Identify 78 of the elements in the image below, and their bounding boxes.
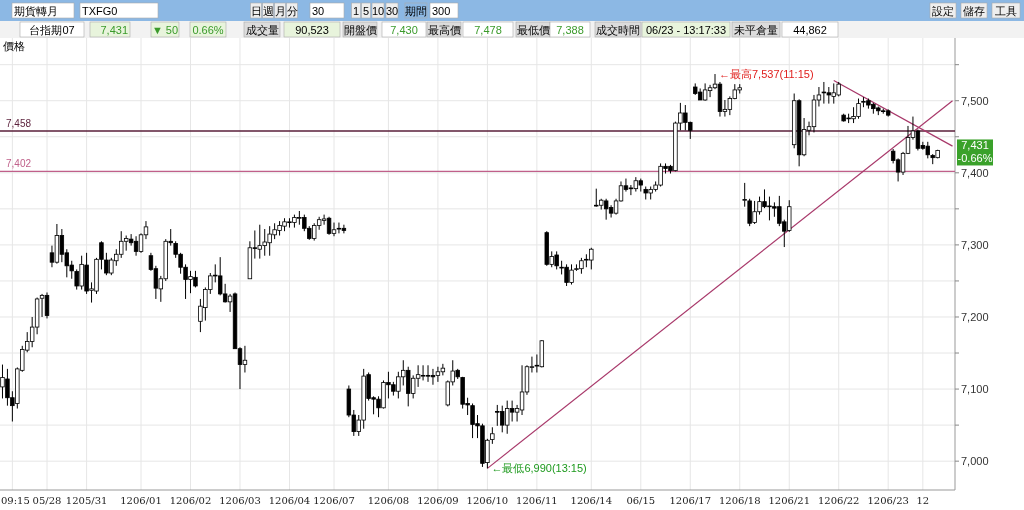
y-tick-label: 7,200 (961, 310, 989, 323)
candlestick (435, 366, 441, 383)
text: 分 (286, 5, 298, 17)
y-axis-title: 價格 (3, 40, 25, 52)
x-tick-label: 1206/11 (516, 495, 558, 506)
y-tick-label: 7,100 (961, 383, 989, 396)
x-tick-label: 06/15 (626, 495, 656, 506)
candlestick (821, 81, 827, 105)
y-tick-label: 7,400 (961, 166, 989, 179)
x-tick-label: 1206/18 (718, 495, 761, 506)
candlestick (425, 364, 431, 383)
annotation: ←最高7,537(11:15) (719, 68, 814, 81)
text: 30 (312, 5, 325, 17)
text: 5 (362, 5, 370, 17)
text: 30 (385, 5, 399, 17)
text: 期貨轉月 (14, 5, 58, 17)
y-tick-label: 7,300 (961, 238, 989, 251)
x-tick-label: 1206/01 (120, 495, 162, 506)
x-tick-label: 1206/03 (219, 495, 261, 506)
text: 未平倉量 (734, 24, 778, 36)
x-tick-label: 1206/04 (268, 495, 311, 506)
candlestick (519, 364, 525, 416)
text: -0.66% (957, 152, 993, 165)
x-tick-label: 1206/23 (867, 495, 909, 506)
x-tick-label: 09:15 (1, 495, 30, 506)
text: ▼ 50 (151, 24, 179, 36)
text: 0.66% (192, 24, 224, 36)
text: 最高價 (427, 24, 461, 36)
text: 06/23 - 13:17:33 (645, 24, 727, 36)
text: 開盤價 (343, 24, 377, 36)
x-tick-label: 1205/31 (65, 495, 108, 506)
candlestick (331, 222, 337, 237)
candlestick (44, 291, 50, 319)
text: 儲存 (963, 5, 985, 17)
candlestick (341, 224, 347, 234)
text: 月 (274, 5, 286, 17)
text: 7,478 (474, 24, 502, 36)
text: 台指期07 (29, 24, 75, 36)
y-tick-label: 7,500 (961, 94, 989, 107)
ref-line-label: 7,458 (6, 118, 32, 129)
x-tick-label: 1206/08 (367, 495, 410, 506)
text: 1 (352, 5, 360, 17)
text: 300 (432, 5, 451, 17)
text: 成交時間 (596, 24, 640, 36)
text: 期間 (405, 5, 427, 17)
text: 90,523 (295, 24, 329, 36)
x-tick-label: 1206/07 (313, 495, 355, 506)
text: 設定 (932, 5, 954, 17)
annotation: ←最低6,990(13:15) (491, 462, 587, 475)
text: TXFG0 (82, 5, 118, 17)
ref-line-label: 7,402 (6, 158, 32, 170)
candlestick (326, 216, 332, 236)
x-tick-label: 05/28 (32, 495, 62, 506)
text: 日 (250, 5, 262, 17)
x-tick-label: 1206/17 (669, 495, 712, 506)
x-tick-label: 1206/22 (817, 495, 860, 506)
x-tick-label: 1206/14 (570, 495, 613, 506)
x-tick-label: 1206/09 (417, 495, 459, 506)
y-tick-label: 7,000 (961, 455, 989, 468)
x-tick-label: 1206/21 (768, 495, 811, 506)
text: 最低價 (516, 24, 550, 36)
text: 44,862 (793, 24, 827, 36)
x-tick-label: 1206/10 (466, 495, 509, 506)
candlestick (608, 204, 614, 218)
candlestick (336, 222, 342, 234)
candlestick (242, 345, 248, 373)
text: 7,431 (100, 24, 128, 36)
candlestick (133, 235, 139, 257)
x-tick-label: 12 (916, 495, 930, 506)
x-tick-label: 1206/02 (169, 495, 212, 506)
text: 7,388 (556, 24, 584, 36)
text: 工具 (995, 5, 1017, 17)
text: 10 (371, 5, 385, 17)
candlestick (420, 364, 426, 381)
text: 7,431 (961, 139, 989, 152)
text: 7,430 (390, 24, 418, 36)
text: 週 (262, 5, 274, 17)
text: 成交量 (245, 24, 279, 36)
